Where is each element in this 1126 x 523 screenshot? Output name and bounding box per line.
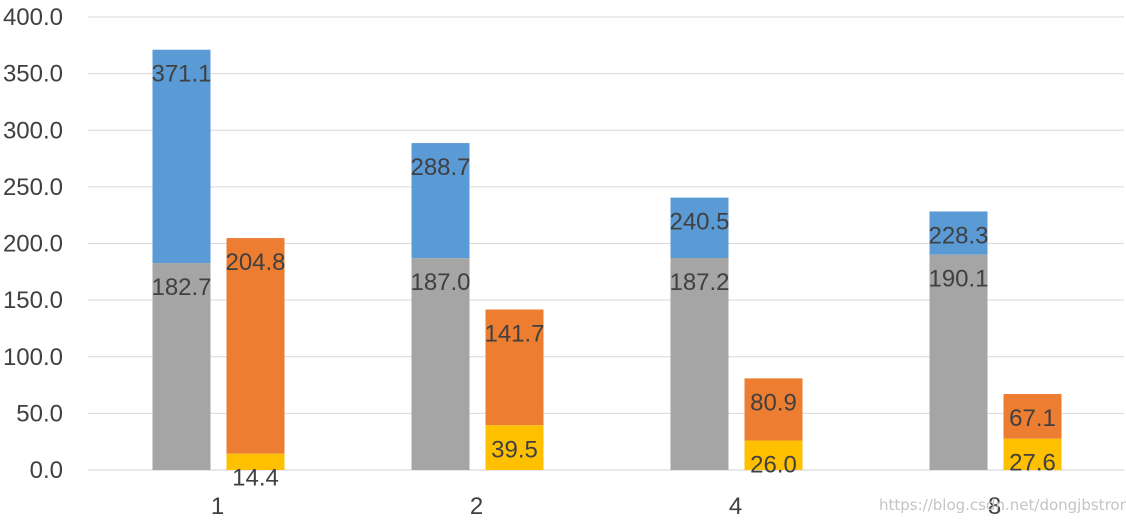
bar-segment (152, 49, 211, 264)
data-label: 204.8 (225, 249, 285, 276)
x-tick-label: 1 (211, 493, 224, 520)
bars (152, 49, 1062, 470)
x-tick-label: 2 (470, 493, 483, 520)
y-tick-label: 400.0 (3, 4, 63, 31)
data-labels: 371.1 182.7 204.8 14.4 288.7 187.0 141.7 39.5 24… (151, 61, 1055, 492)
data-label: 141.7 (484, 321, 544, 348)
bar-segment (929, 254, 988, 470)
data-label: 240.5 (669, 209, 729, 236)
data-label: 187.0 (410, 269, 470, 296)
data-label: 80.9 (750, 389, 797, 416)
data-label: 371.1 (151, 61, 211, 88)
bar-segment (670, 257, 729, 470)
y-tick-label: 0.0 (30, 457, 63, 484)
data-label: 27.6 (1009, 450, 1056, 477)
y-tick-label: 250.0 (3, 174, 63, 201)
y-tick-label: 150.0 (3, 287, 63, 314)
bar-segment (744, 378, 803, 441)
bar-segment (152, 263, 211, 470)
data-label: 14.4 (232, 465, 279, 492)
x-tick-label: 8 (988, 493, 1001, 520)
data-label: 182.7 (151, 274, 211, 301)
y-tick-label: 100.0 (3, 344, 63, 371)
bar-segment (411, 143, 470, 259)
data-label: 26.0 (750, 452, 797, 479)
data-label: 67.1 (1009, 405, 1056, 432)
data-label: 228.3 (928, 222, 988, 249)
bar-segment (226, 453, 285, 470)
y-tick-label: 350.0 (3, 61, 63, 88)
bar-segment (1003, 438, 1062, 470)
bar-segment (670, 197, 729, 258)
data-label: 187.2 (669, 269, 729, 296)
data-label: 288.7 (410, 154, 470, 181)
data-label: 39.5 (491, 436, 538, 463)
y-tick-label: 200.0 (3, 231, 63, 258)
data-label: 190.1 (928, 266, 988, 293)
y-tick-label: 300.0 (3, 117, 63, 144)
bar-segment (1003, 394, 1062, 439)
watermark-text: https://blog.csdn.net/dongjbstrong (879, 496, 1126, 514)
bar-segment (485, 425, 544, 470)
x-tick-label: 4 (729, 493, 742, 520)
bar-segment (929, 211, 988, 255)
y-tick-label: 50.0 (16, 400, 63, 427)
bar-segment (226, 238, 285, 454)
x-axis-ticks: 1 2 4 8 (211, 493, 1001, 520)
y-axis-ticks: 0.0 50.0 100.0 150.0 200.0 250.0 300.0 350.0 400… (3, 4, 63, 484)
bar-segment (485, 309, 544, 426)
bar-segment (744, 440, 803, 470)
bar-segment (411, 258, 470, 470)
